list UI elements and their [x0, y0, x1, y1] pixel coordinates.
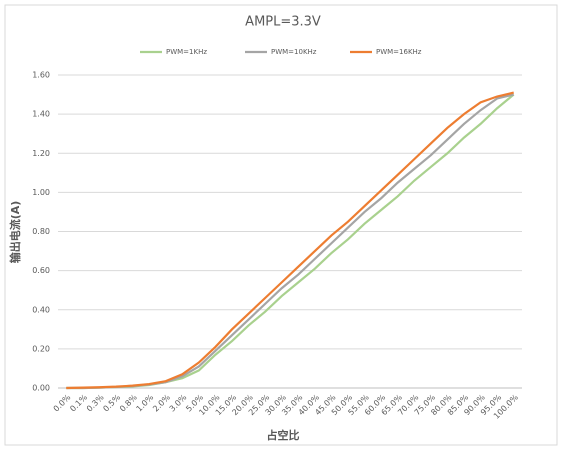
y-tick-label: 1.60: [32, 71, 50, 80]
chart-title: AMPL=3.3V: [245, 15, 321, 30]
y-tick-label: 1.20: [32, 149, 50, 158]
y-tick-label: 0.40: [32, 305, 50, 314]
y-tick-label: 1.40: [32, 110, 50, 119]
y-tick-label: 0.80: [32, 227, 50, 236]
series-line: [66, 91, 514, 390]
y-tick-label: 0.00: [32, 384, 50, 393]
y-tick-label: 0.60: [32, 266, 50, 275]
legend-label: PWM=16KHz: [376, 48, 422, 56]
y-axis-label: 输出电流(A): [8, 201, 22, 264]
legend-label: PWM=1KHz: [166, 48, 207, 56]
legend-label: PWM=10KHz: [271, 48, 317, 56]
y-tick-label: 1.00: [32, 188, 50, 197]
y-tick-label: 0.20: [32, 344, 50, 353]
x-axis-label: 占空比: [267, 428, 300, 442]
chart-border: [4, 4, 558, 446]
